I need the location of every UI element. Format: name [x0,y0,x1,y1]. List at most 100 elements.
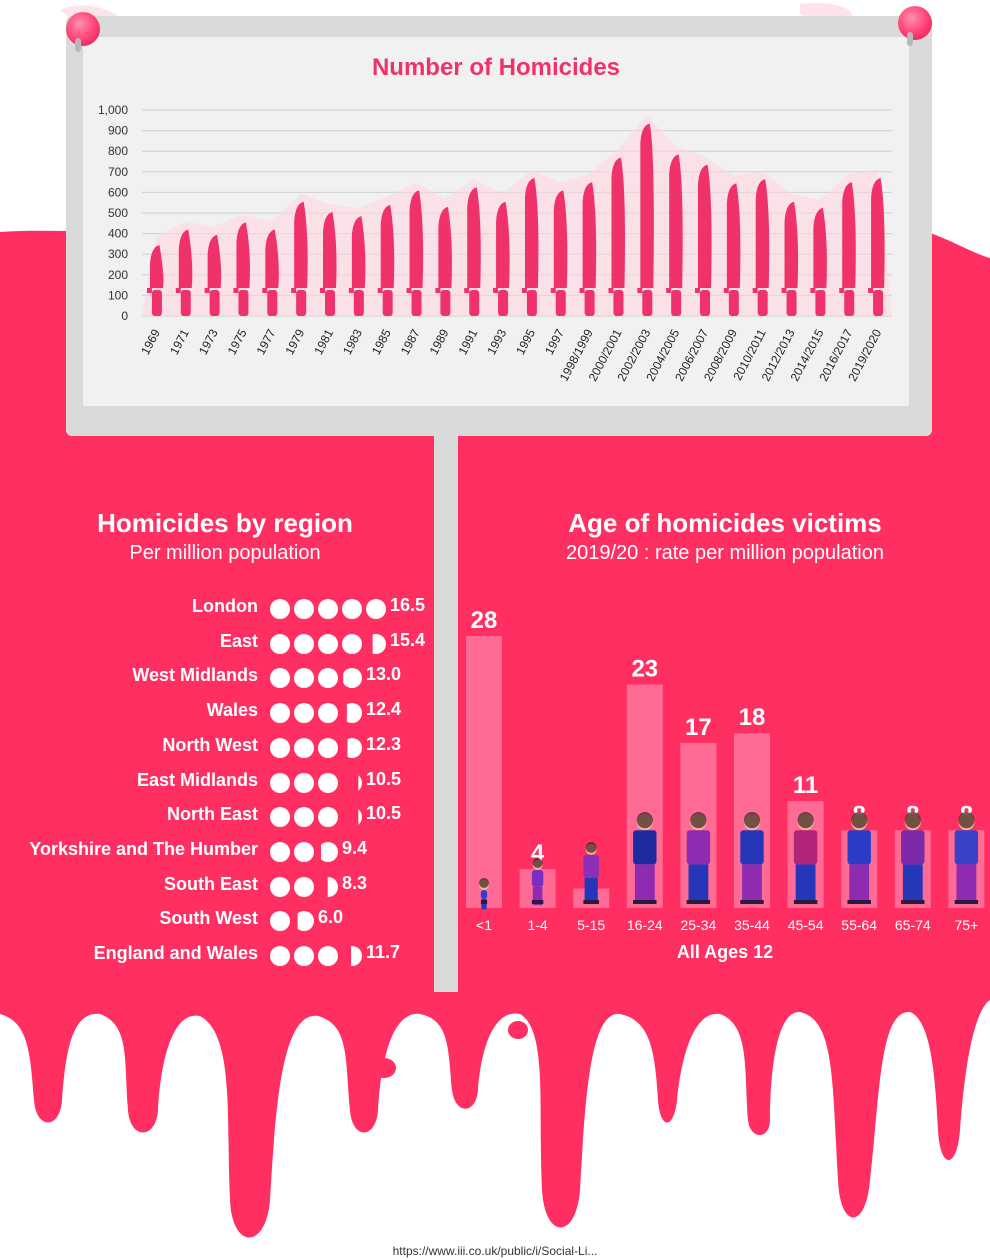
knife-guard [204,288,210,293]
blood-drop-icon [294,737,314,758]
region-name: North West [162,734,258,755]
knife-blade [438,206,452,288]
region-name: East [219,630,258,651]
signpost-pole [434,432,458,992]
blood-drop-icon [270,633,290,654]
region-row: West Midlands 13.0 [0,661,460,695]
person-icon [954,812,979,904]
y-tick-label: 700 [108,165,128,179]
knife-handle [613,290,624,316]
age-chart: 28<141-425-152316-241725-341835-441145-5… [466,607,985,933]
partial-blood-drop-icon [346,703,362,724]
region-row: Yorkshire and The Humber 9.4 [0,835,460,869]
knife-handle [786,290,797,316]
region-bar [270,876,338,897]
knife-handle [411,290,422,316]
pin-left-icon [66,12,100,52]
blood-drop-icon [294,772,314,793]
region-value: 9.4 [342,837,368,858]
blood-drop-icon [294,946,314,966]
knife-guard [233,288,239,293]
partial-blood-drop-icon [297,911,314,932]
person-icon [686,812,711,904]
blood-drop-icon [270,841,290,862]
knife-guard [695,288,700,293]
blood-drop-icon [270,876,290,897]
person-icon [479,878,489,910]
region-value: 12.4 [366,699,402,720]
region-row: South East 8.3 [0,870,460,904]
blood-drop-icon [270,946,290,966]
partial-blood-drop-icon [351,946,362,966]
knife-guard [810,288,816,293]
knife-blade [755,179,770,288]
region-bar [270,599,386,619]
blood-drop-icon [318,946,338,966]
region-row: North East 10.5 [0,800,460,834]
knife-guard [666,288,672,293]
region-value: 8.3 [342,872,368,893]
knife-blade [611,157,625,288]
region-bar [270,807,362,828]
age-category-label: 55-64 [841,917,877,933]
age-value-label: 18 [739,704,766,731]
knife-blade [582,182,597,288]
knife-guard [839,288,845,293]
knife-handle [353,290,364,316]
knife-blade [842,182,856,288]
blood-drop-icon [270,911,290,932]
x-tick-label: 1991 [455,327,480,357]
knife-handle [757,290,768,316]
region-bar [270,668,362,689]
knife-handle [238,290,249,316]
age-value-label: 17 [685,714,712,741]
region-value: 16.5 [390,595,426,615]
knife-guard [550,288,556,293]
x-tick-label: 1971 [167,327,192,357]
knife-handle [642,290,653,316]
knife-blade [294,201,308,288]
knife-blade [467,187,481,288]
age-value-label: 11 [793,772,818,799]
person-icon [901,812,925,904]
age-category-label: 45-54 [788,917,824,933]
knife-handle [671,290,682,316]
knife-guard [464,288,470,293]
partial-blood-drop-icon [358,809,362,825]
age-subtitle: 2019/20 : rate per million population [566,542,884,564]
region-name: South East [163,873,258,894]
knife-guard [752,288,758,293]
knife-guard [377,288,383,293]
knife-blade [871,178,885,288]
x-tick-label: 1993 [484,327,509,357]
knife-blade [698,164,712,288]
blood-drop-icon [270,668,290,689]
x-tick-label: 1983 [340,327,365,357]
region-name: South West [159,908,258,929]
region-name: London [192,596,258,616]
knife-blade [380,204,395,288]
blood-drop-icon [294,703,314,724]
background-area [142,115,892,316]
knife-handle [267,290,278,316]
person-icon [583,842,599,904]
knife-handle [180,290,191,316]
knife-guard [146,288,152,293]
y-tick-label: 400 [108,227,128,241]
y-tick-label: 1,000 [98,103,128,117]
knife-blade [726,183,741,288]
knife-guard [291,288,297,293]
age-value-label: 28 [471,607,498,634]
blood-drop-icon [270,703,290,724]
region-name: Wales [206,700,258,721]
knife-blade [784,201,799,288]
y-tick-label: 900 [108,124,128,138]
knife-handle [844,290,855,316]
age-category-label: <1 [476,917,492,933]
knife-blade [149,244,164,288]
knife-handle [815,290,826,316]
knife-handle [498,290,509,316]
age-category-label: 1-4 [527,917,547,933]
blood-drop-icon [318,599,338,619]
knife-guard [493,288,499,293]
